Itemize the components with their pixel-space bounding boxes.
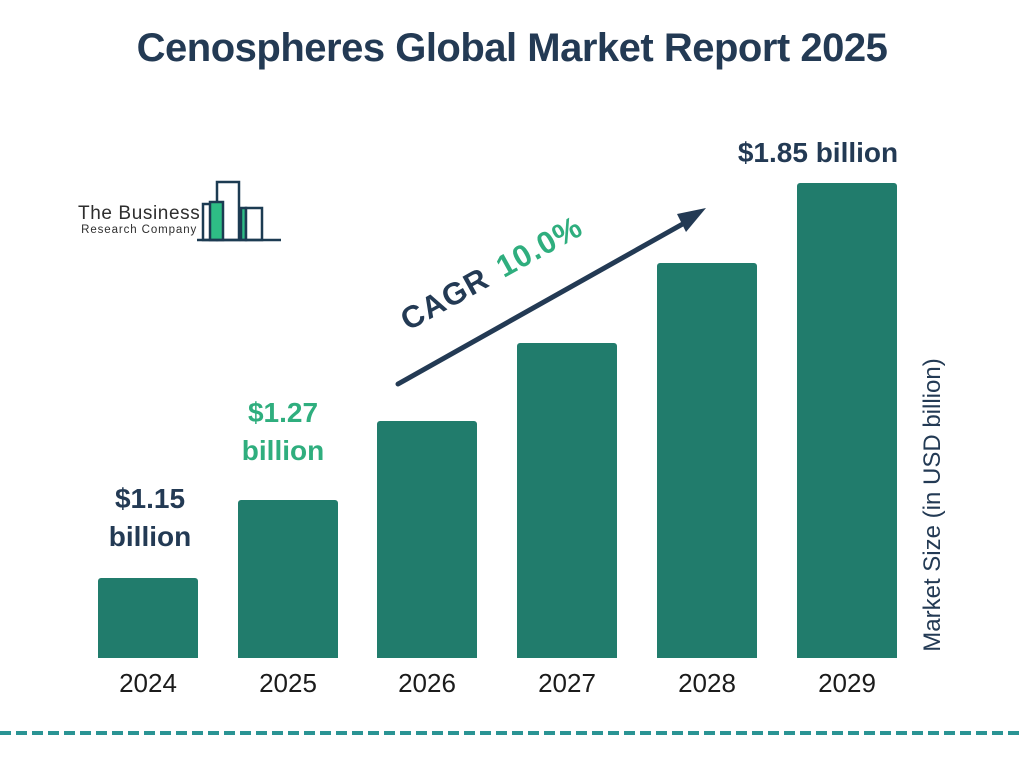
x-tick-label-2027: 2027 <box>538 668 596 698</box>
bar-2026 <box>377 421 477 658</box>
bar-2027 <box>517 343 617 658</box>
value-label-2029: $1.85 billion <box>737 137 899 168</box>
bar-2024 <box>98 578 198 658</box>
x-tick-label-2029: 2029 <box>818 668 876 698</box>
brand-logo: The Business Research Company <box>78 176 288 246</box>
x-tick-label-2025: 2025 <box>259 668 317 698</box>
bar-2025 <box>238 500 338 658</box>
brand-logo-text: The Business Research Company <box>78 204 200 237</box>
page-title: Cenospheres Global Market Report 2025 <box>136 26 888 70</box>
brand-name: The Business <box>78 203 201 224</box>
x-tick-label-2024: 2024 <box>119 668 177 698</box>
y-axis-label: Market Size (in USD billion) <box>919 358 946 652</box>
x-tick-label-2026: 2026 <box>398 668 456 698</box>
bottom-dashed-line <box>0 731 1024 735</box>
value-label-2024: $1.15 billion <box>108 483 192 552</box>
bar-chart-logo-icon <box>197 180 281 242</box>
bar-2029 <box>797 183 897 658</box>
value-label-2025: $1.27 billion <box>241 397 325 466</box>
cagr-label: CAGR10.0% <box>394 207 590 340</box>
cagr-prefix-text: CAGR <box>394 260 495 338</box>
cagr-value-text: 10.0% <box>490 208 589 285</box>
x-tick-label-2028: 2028 <box>678 668 736 698</box>
brand-subtitle: Research Company <box>81 224 198 236</box>
bar-2028 <box>657 263 757 658</box>
